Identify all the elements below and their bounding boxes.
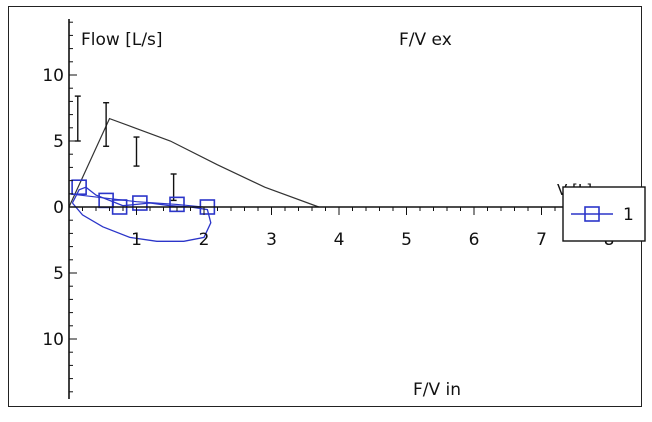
legend: 1 (562, 186, 646, 242)
error-bar (74, 95, 81, 142)
annotation-inspiratory: F/V in (413, 380, 461, 400)
legend-entry-label: 1 (623, 205, 634, 225)
ticks-layer: 105051012345678 (42, 21, 614, 393)
series-extra-line (68, 193, 205, 208)
x-tick-label: 5 (401, 230, 412, 250)
y-tick-label: 5 (53, 264, 64, 284)
y-tick-label: 10 (42, 66, 64, 86)
x-tick-label: 7 (536, 230, 547, 250)
x-tick-label: 4 (334, 230, 345, 250)
x-tick-label: 1 (131, 230, 142, 250)
error-bar (103, 102, 110, 147)
error-bar-layer (74, 95, 177, 202)
series-square-marker (132, 195, 148, 211)
error-bar (170, 173, 177, 202)
annotation-expiratory: F/V ex (399, 30, 452, 50)
x-tick-label: 2 (199, 230, 210, 250)
y-tick-label: 0 (53, 198, 64, 218)
y-tick-label: 5 (53, 132, 64, 152)
y-axis-label: Flow [L/s] (81, 30, 163, 50)
error-bar (133, 136, 140, 167)
predicted-curve-layer (68, 117, 320, 208)
y-tick-label: 10 (42, 330, 64, 350)
predicted-expiratory-curve (68, 117, 320, 208)
series-square-marker (71, 179, 87, 195)
axes-layer (68, 19, 629, 399)
chart-frame: 105051012345678 Flow [L/s] F/V ex F/V in… (8, 6, 646, 407)
x-tick-label: 3 (266, 230, 277, 250)
series-square-marker (169, 196, 185, 213)
x-tick-label: 6 (469, 230, 480, 250)
legend-square-marker (584, 206, 600, 222)
flow-volume-chart: 105051012345678 Flow [L/s] F/V ex F/V in… (42, 19, 646, 400)
